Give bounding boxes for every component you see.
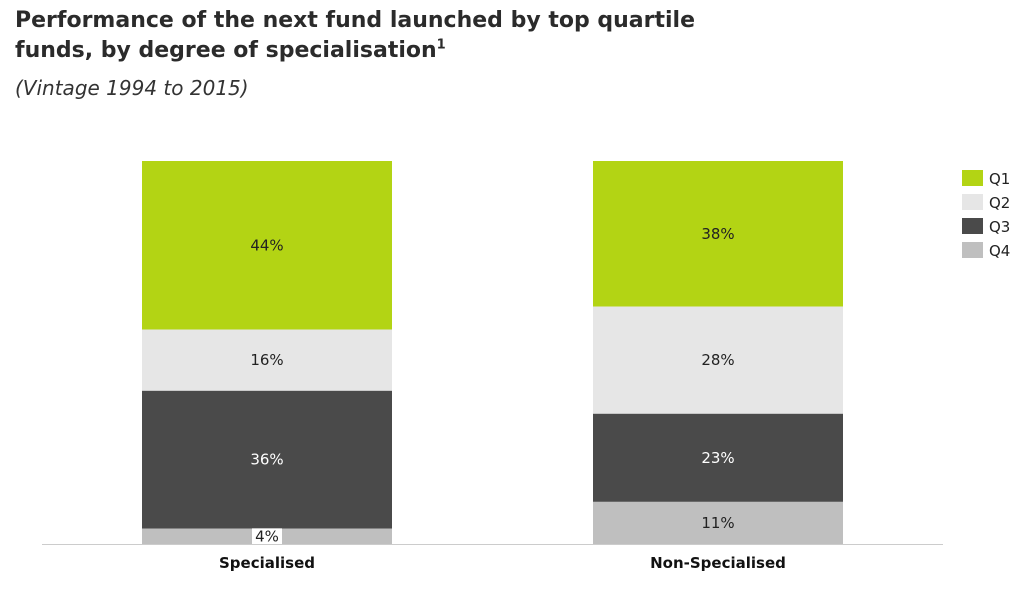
legend-label-q4: Q4 <box>989 242 1010 260</box>
data-label-non-specialised-q4: 11% <box>701 514 734 532</box>
chart-title-text: Performance of the next fund launched by… <box>15 8 695 63</box>
data-label-specialised-q2: 16% <box>250 351 283 369</box>
legend-label-q2: Q2 <box>989 194 1010 212</box>
data-label-non-specialised-q2: 28% <box>701 351 734 369</box>
legend-swatch-q1 <box>962 170 983 186</box>
legend-label-q1: Q1 <box>989 170 1010 188</box>
bar-segment-specialised-q2 <box>142 329 392 391</box>
data-label-specialised-q4: 4% <box>255 527 279 545</box>
data-label-non-specialised-q3: 23% <box>701 449 734 467</box>
bar-segment-non-specialised-q4 <box>593 501 843 544</box>
legend-swatch-q2 <box>962 194 983 210</box>
chart-subtitle: (Vintage 1994 to 2015) <box>15 76 249 100</box>
bar-segment-non-specialised-q1 <box>593 161 843 307</box>
data-label-specialised-q3: 36% <box>250 451 283 469</box>
data-label-specialised-q1: 44% <box>250 236 283 254</box>
bar-segment-specialised-q1 <box>142 161 392 330</box>
legend-swatch-q3 <box>962 218 983 234</box>
legend-swatch-q4 <box>962 242 983 258</box>
category-label-specialised: Specialised <box>219 554 315 572</box>
chart-title: Performance of the next fund launched by… <box>15 6 695 66</box>
bar-segment-non-specialised-q2 <box>593 306 843 414</box>
data-label-non-specialised-q1: 38% <box>701 225 734 243</box>
data-label-background-specialised-q4 <box>252 528 282 545</box>
bar-segment-non-specialised-q3 <box>593 413 843 502</box>
bar-segment-specialised-q3 <box>142 390 392 529</box>
legend-label-q3: Q3 <box>989 218 1010 236</box>
category-label-non-specialised: Non-Specialised <box>650 554 786 572</box>
title-footnote-marker: 1 <box>436 37 446 53</box>
